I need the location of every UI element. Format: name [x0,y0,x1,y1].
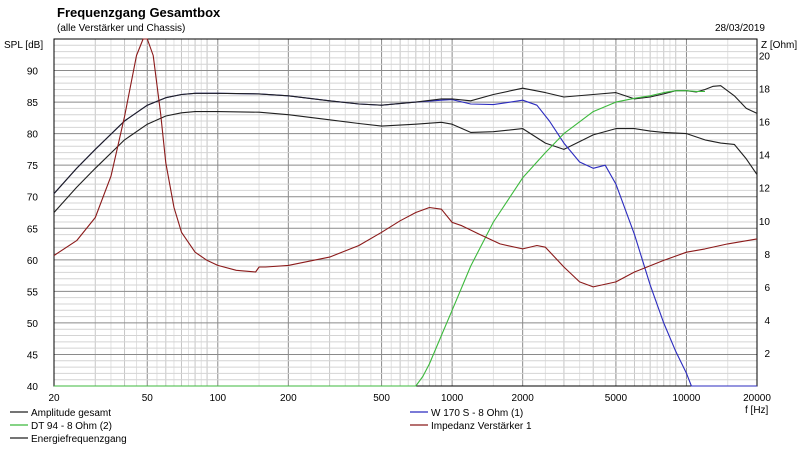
tick-labels: 20 50 100 200 500 1000 2000 5000 10000 2000040455… [27,52,771,404]
y2-tick-label: 14 [759,151,771,162]
y-tick-label: 65 [27,224,39,235]
y-tick-label: 70 [27,193,39,204]
x-axis-label: f [Hz] [745,405,769,416]
series-line-amplitude-gesamt [53,111,758,213]
y2-tick-label: 8 [764,250,770,261]
y-tick-label: 40 [27,382,39,393]
y-tick-label: 80 [27,130,39,141]
chart-title: Frequenzgang Gesamtbox [57,5,221,20]
legend-label: DT 94 - 8 Ohm (2) [31,421,112,432]
legend-label: W 170 S - 8 Ohm (1) [431,408,523,419]
legend-label: Amplitude gesamt [31,408,111,419]
x-tick-label: 50 [142,393,154,404]
legend-label: Energiefrequenzgang [31,434,127,445]
chart-subtitle: (alle Verstärker und Chassis) [57,23,185,34]
y2-tick-label: 12 [759,184,771,195]
legend: Amplitude gesamt W 170 S - 8 Ohm (1) DT 94… [10,408,532,445]
series [53,38,758,387]
series-line-dt-94-8-ohm-2 [54,90,705,387]
y-tick-label: 45 [27,350,39,361]
y2-tick-label: 16 [759,118,771,129]
x-tick-label: 20 [48,393,60,404]
y2-tick-label: 6 [764,283,770,294]
x-tick-label: 200 [280,393,297,404]
grid [54,39,757,386]
y2-tick-label: 10 [759,217,771,228]
y-tick-label: 60 [27,256,39,267]
y-tick-label: 75 [27,161,39,172]
y2-tick-label: 4 [764,316,770,327]
x-tick-label: 1000 [441,393,464,404]
y-tick-label: 85 [27,98,39,109]
y-axis-label: SPL [dB] [4,40,43,51]
y2-tick-label: 2 [764,349,770,360]
x-tick-label: 20000 [743,393,771,404]
y-tick-label: 50 [27,319,39,330]
x-tick-label: 10000 [673,393,701,404]
y2-tick-label: 18 [759,85,771,96]
chart-date: 28/03/2019 [715,23,765,34]
y2-axis-label: Z [Ohm] [761,40,797,51]
y-tick-label: 55 [27,287,39,298]
x-tick-label: 100 [209,393,226,404]
x-tick-label: 500 [373,393,390,404]
x-tick-label: 2000 [512,393,535,404]
legend-label: Impedanz Verstärker 1 [431,421,532,432]
y-tick-label: 90 [27,67,39,78]
plot-frame [53,38,758,387]
x-tick-label: 5000 [605,393,628,404]
y2-tick-label: 20 [759,52,771,63]
series-line-impedanz-verst-rker-1 [53,38,758,288]
